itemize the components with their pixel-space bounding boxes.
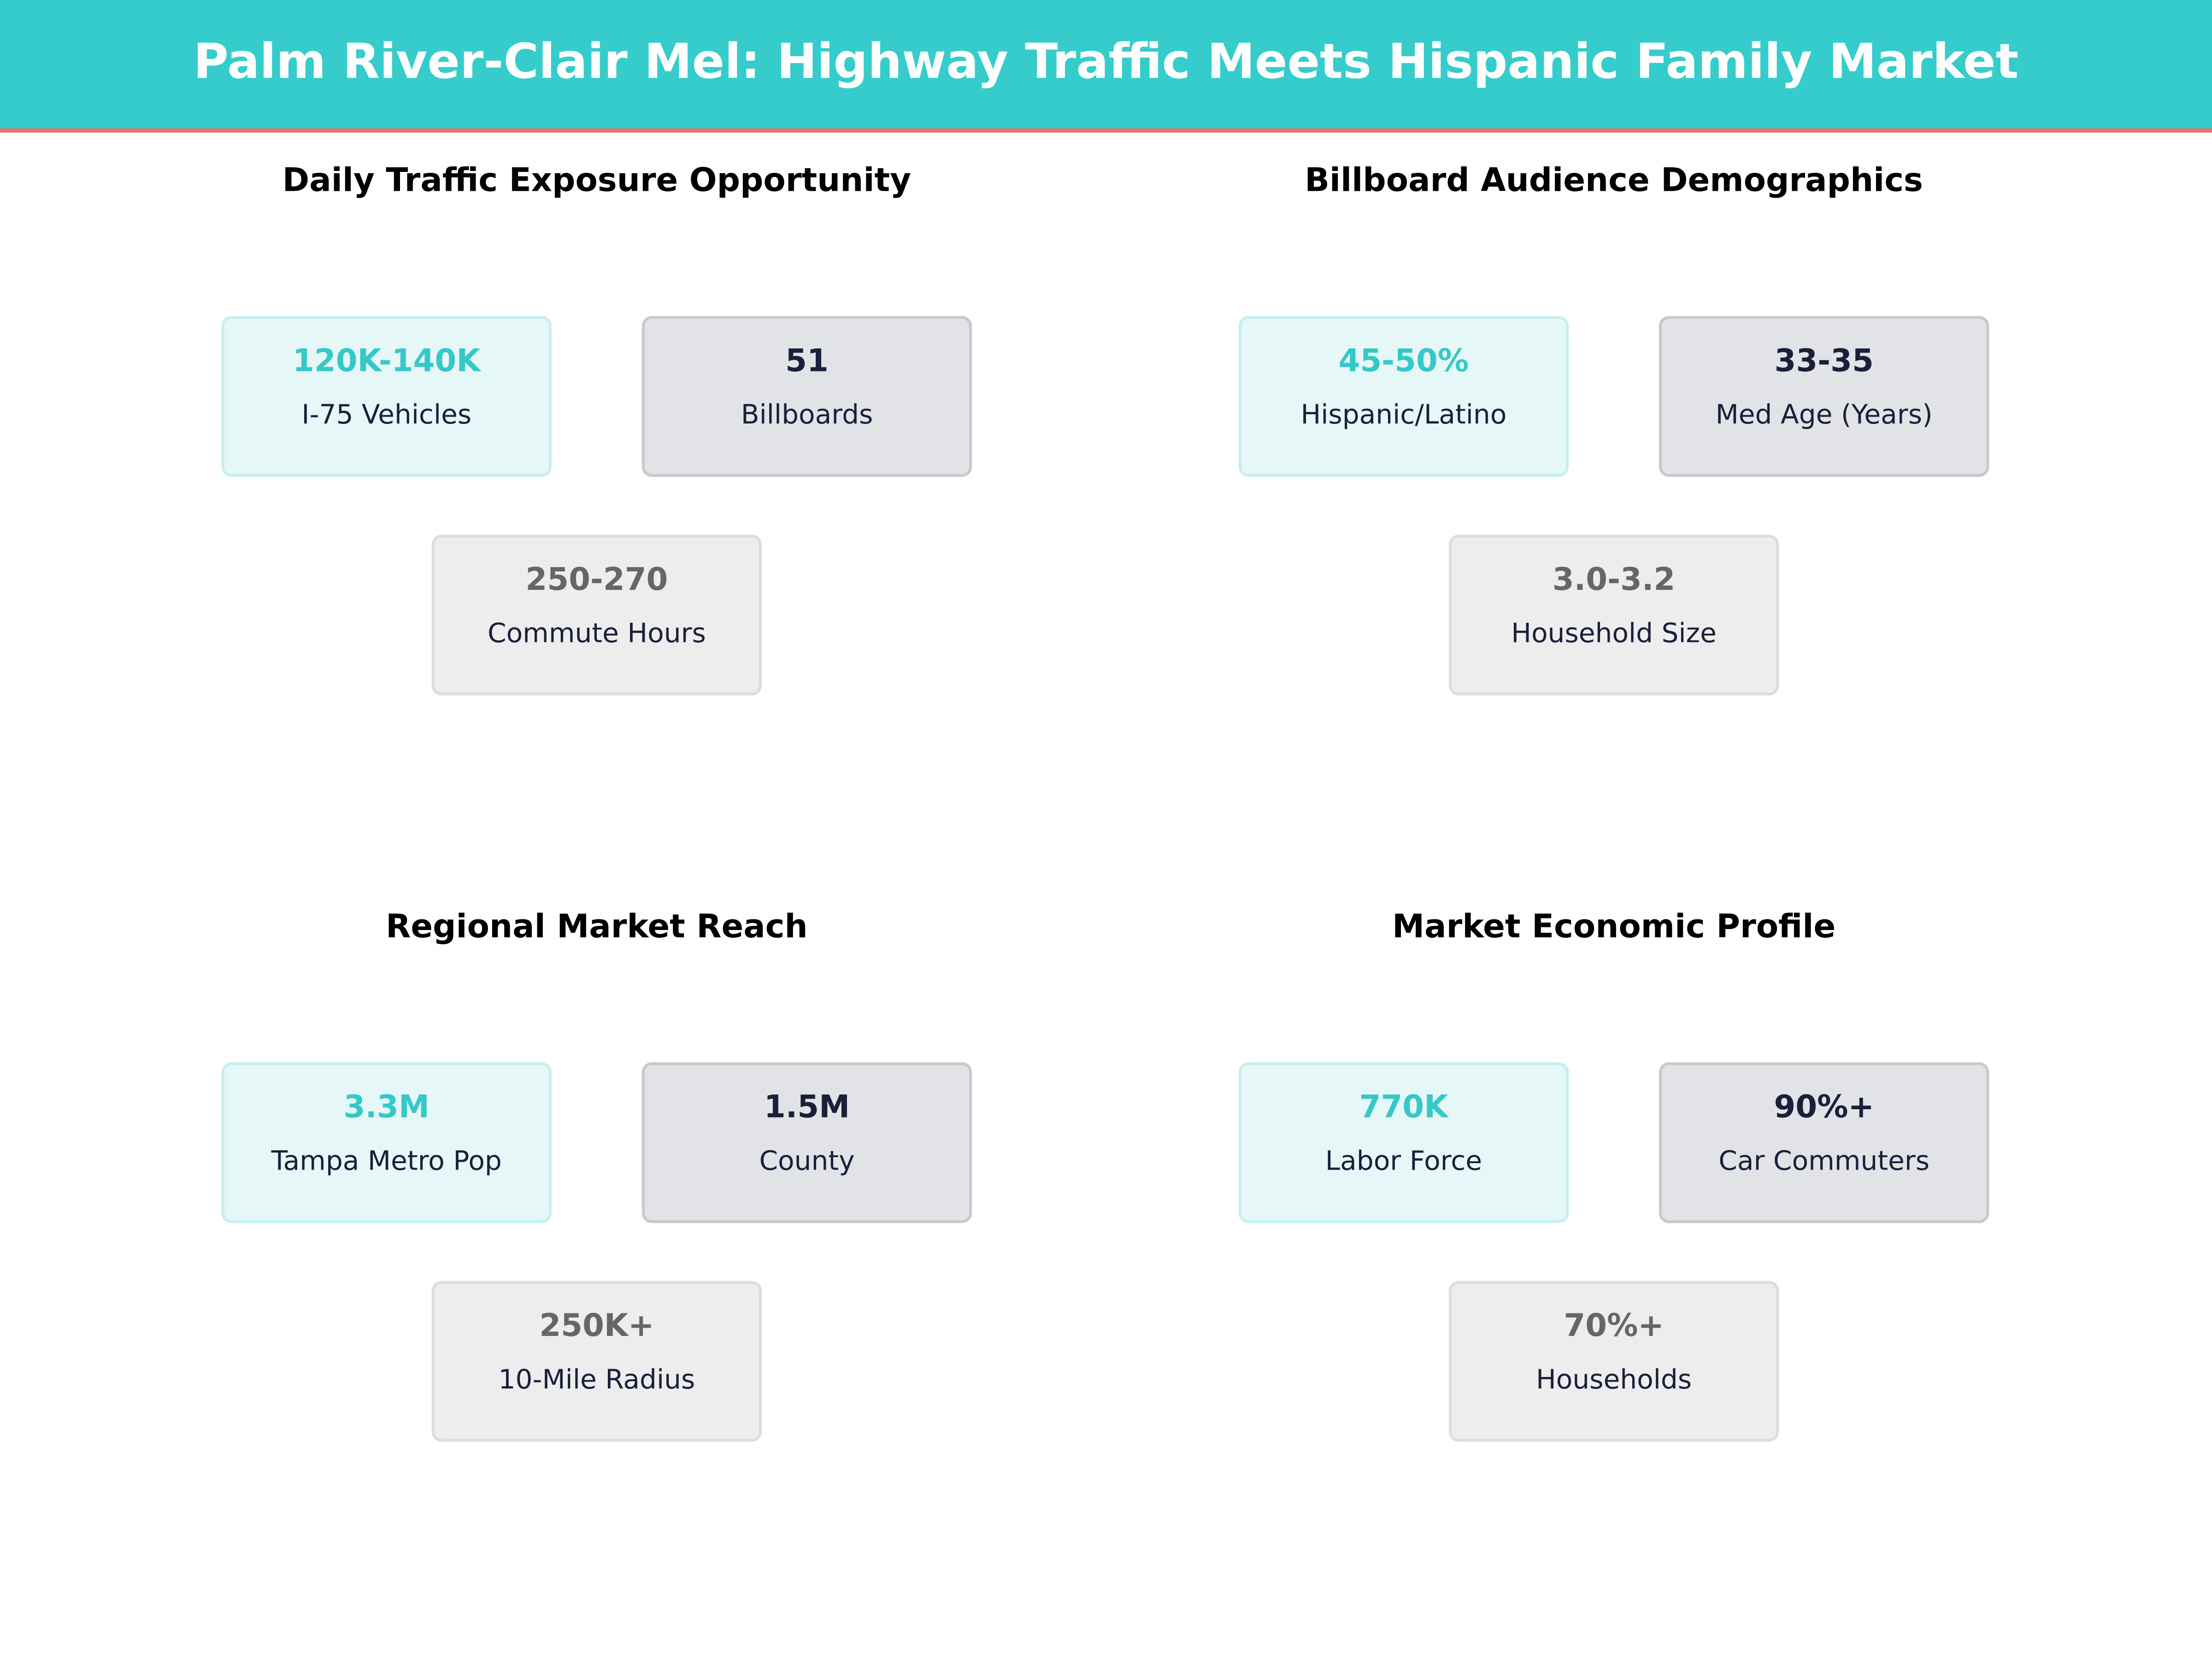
stat-value: 250K+ xyxy=(539,1307,654,1343)
stat-value: 33-35 xyxy=(1774,342,1873,378)
stat-label: Commute Hours xyxy=(488,618,706,649)
stat-value: 90%+ xyxy=(1774,1088,1874,1125)
stat-value: 770K xyxy=(1359,1088,1450,1125)
stat-card xyxy=(1238,1062,1569,1224)
stat-label: Billboards xyxy=(741,399,873,430)
stat-card xyxy=(221,1062,552,1224)
page-title: Palm River-Clair Mel: Highway Traffic Me… xyxy=(194,33,2019,89)
stat-card xyxy=(1238,316,1569,477)
stat-label: Household Size xyxy=(1511,618,1717,649)
stat-card xyxy=(1448,535,1779,696)
stat-value: 3.3M xyxy=(344,1088,429,1125)
header-bar xyxy=(0,0,2212,130)
stat-card xyxy=(1659,1062,1989,1224)
header-rule xyxy=(0,128,2212,133)
stat-label: Med Age (Years) xyxy=(1716,399,1933,430)
panel-title: Market Economic Profile xyxy=(1392,907,1835,945)
stat-label: I-75 Vehicles xyxy=(301,399,471,430)
stat-card xyxy=(641,316,972,477)
stat-value: 70%+ xyxy=(1564,1307,1664,1343)
stat-label: County xyxy=(759,1145,854,1177)
stat-card xyxy=(641,1062,972,1224)
stat-label: 10-Mile Radius xyxy=(499,1364,695,1395)
stat-label: Hispanic/Latino xyxy=(1301,399,1507,430)
stat-value: 250-270 xyxy=(525,561,668,597)
stat-label: Tampa Metro Pop xyxy=(271,1145,502,1177)
panel-title: Billboard Audience Demographics xyxy=(1305,161,1923,199)
stat-card xyxy=(1448,1281,1779,1442)
stat-label: Car Commuters xyxy=(1718,1145,1930,1177)
stat-card xyxy=(221,316,552,477)
stat-value: 1.5M xyxy=(764,1088,850,1125)
stat-card xyxy=(431,535,762,696)
stat-value: 45-50% xyxy=(1339,342,1469,378)
stat-card xyxy=(431,1281,762,1442)
panel-title: Regional Market Reach xyxy=(386,907,807,945)
stat-label: Labor Force xyxy=(1325,1145,1482,1177)
stat-value: 120K-140K xyxy=(293,342,482,378)
stat-label: Households xyxy=(1536,1364,1692,1395)
panel-title: Daily Traffic Exposure Opportunity xyxy=(282,161,911,199)
stat-value: 3.0-3.2 xyxy=(1553,561,1676,597)
stat-card xyxy=(1659,316,1989,477)
stat-value: 51 xyxy=(785,342,829,378)
